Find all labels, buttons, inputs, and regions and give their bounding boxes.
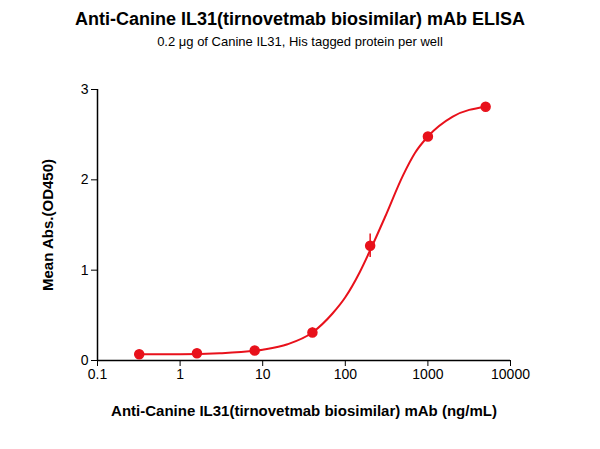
svg-text:0.1: 0.1 — [88, 366, 108, 382]
svg-text:1: 1 — [81, 262, 89, 278]
svg-text:2: 2 — [81, 171, 89, 187]
svg-text:100: 100 — [334, 366, 358, 382]
html-text:0.2 μg of Canine IL31, His tag: 0.2 μg of Canine IL31, His tagged protei… — [157, 34, 443, 49]
svg-text:1: 1 — [176, 366, 184, 382]
svg-text:3: 3 — [81, 81, 89, 97]
svg-text:10: 10 — [255, 366, 271, 382]
html-text:Anti-Canine IL31(tirnovetmab b: Anti-Canine IL31(tirnovetmab biosimilar)… — [75, 9, 525, 29]
svg-text:0: 0 — [80, 352, 89, 368]
svg-text:Anti-Canine IL31(tirnovetmab b: Anti-Canine IL31(tirnovetmab biosimilar)… — [111, 402, 497, 419]
svg-text:Mean Abs.(OD450): Mean Abs.(OD450) — [39, 159, 56, 291]
svg-text:1000: 1000 — [412, 366, 443, 382]
svg-text:10000: 10000 — [491, 366, 530, 382]
